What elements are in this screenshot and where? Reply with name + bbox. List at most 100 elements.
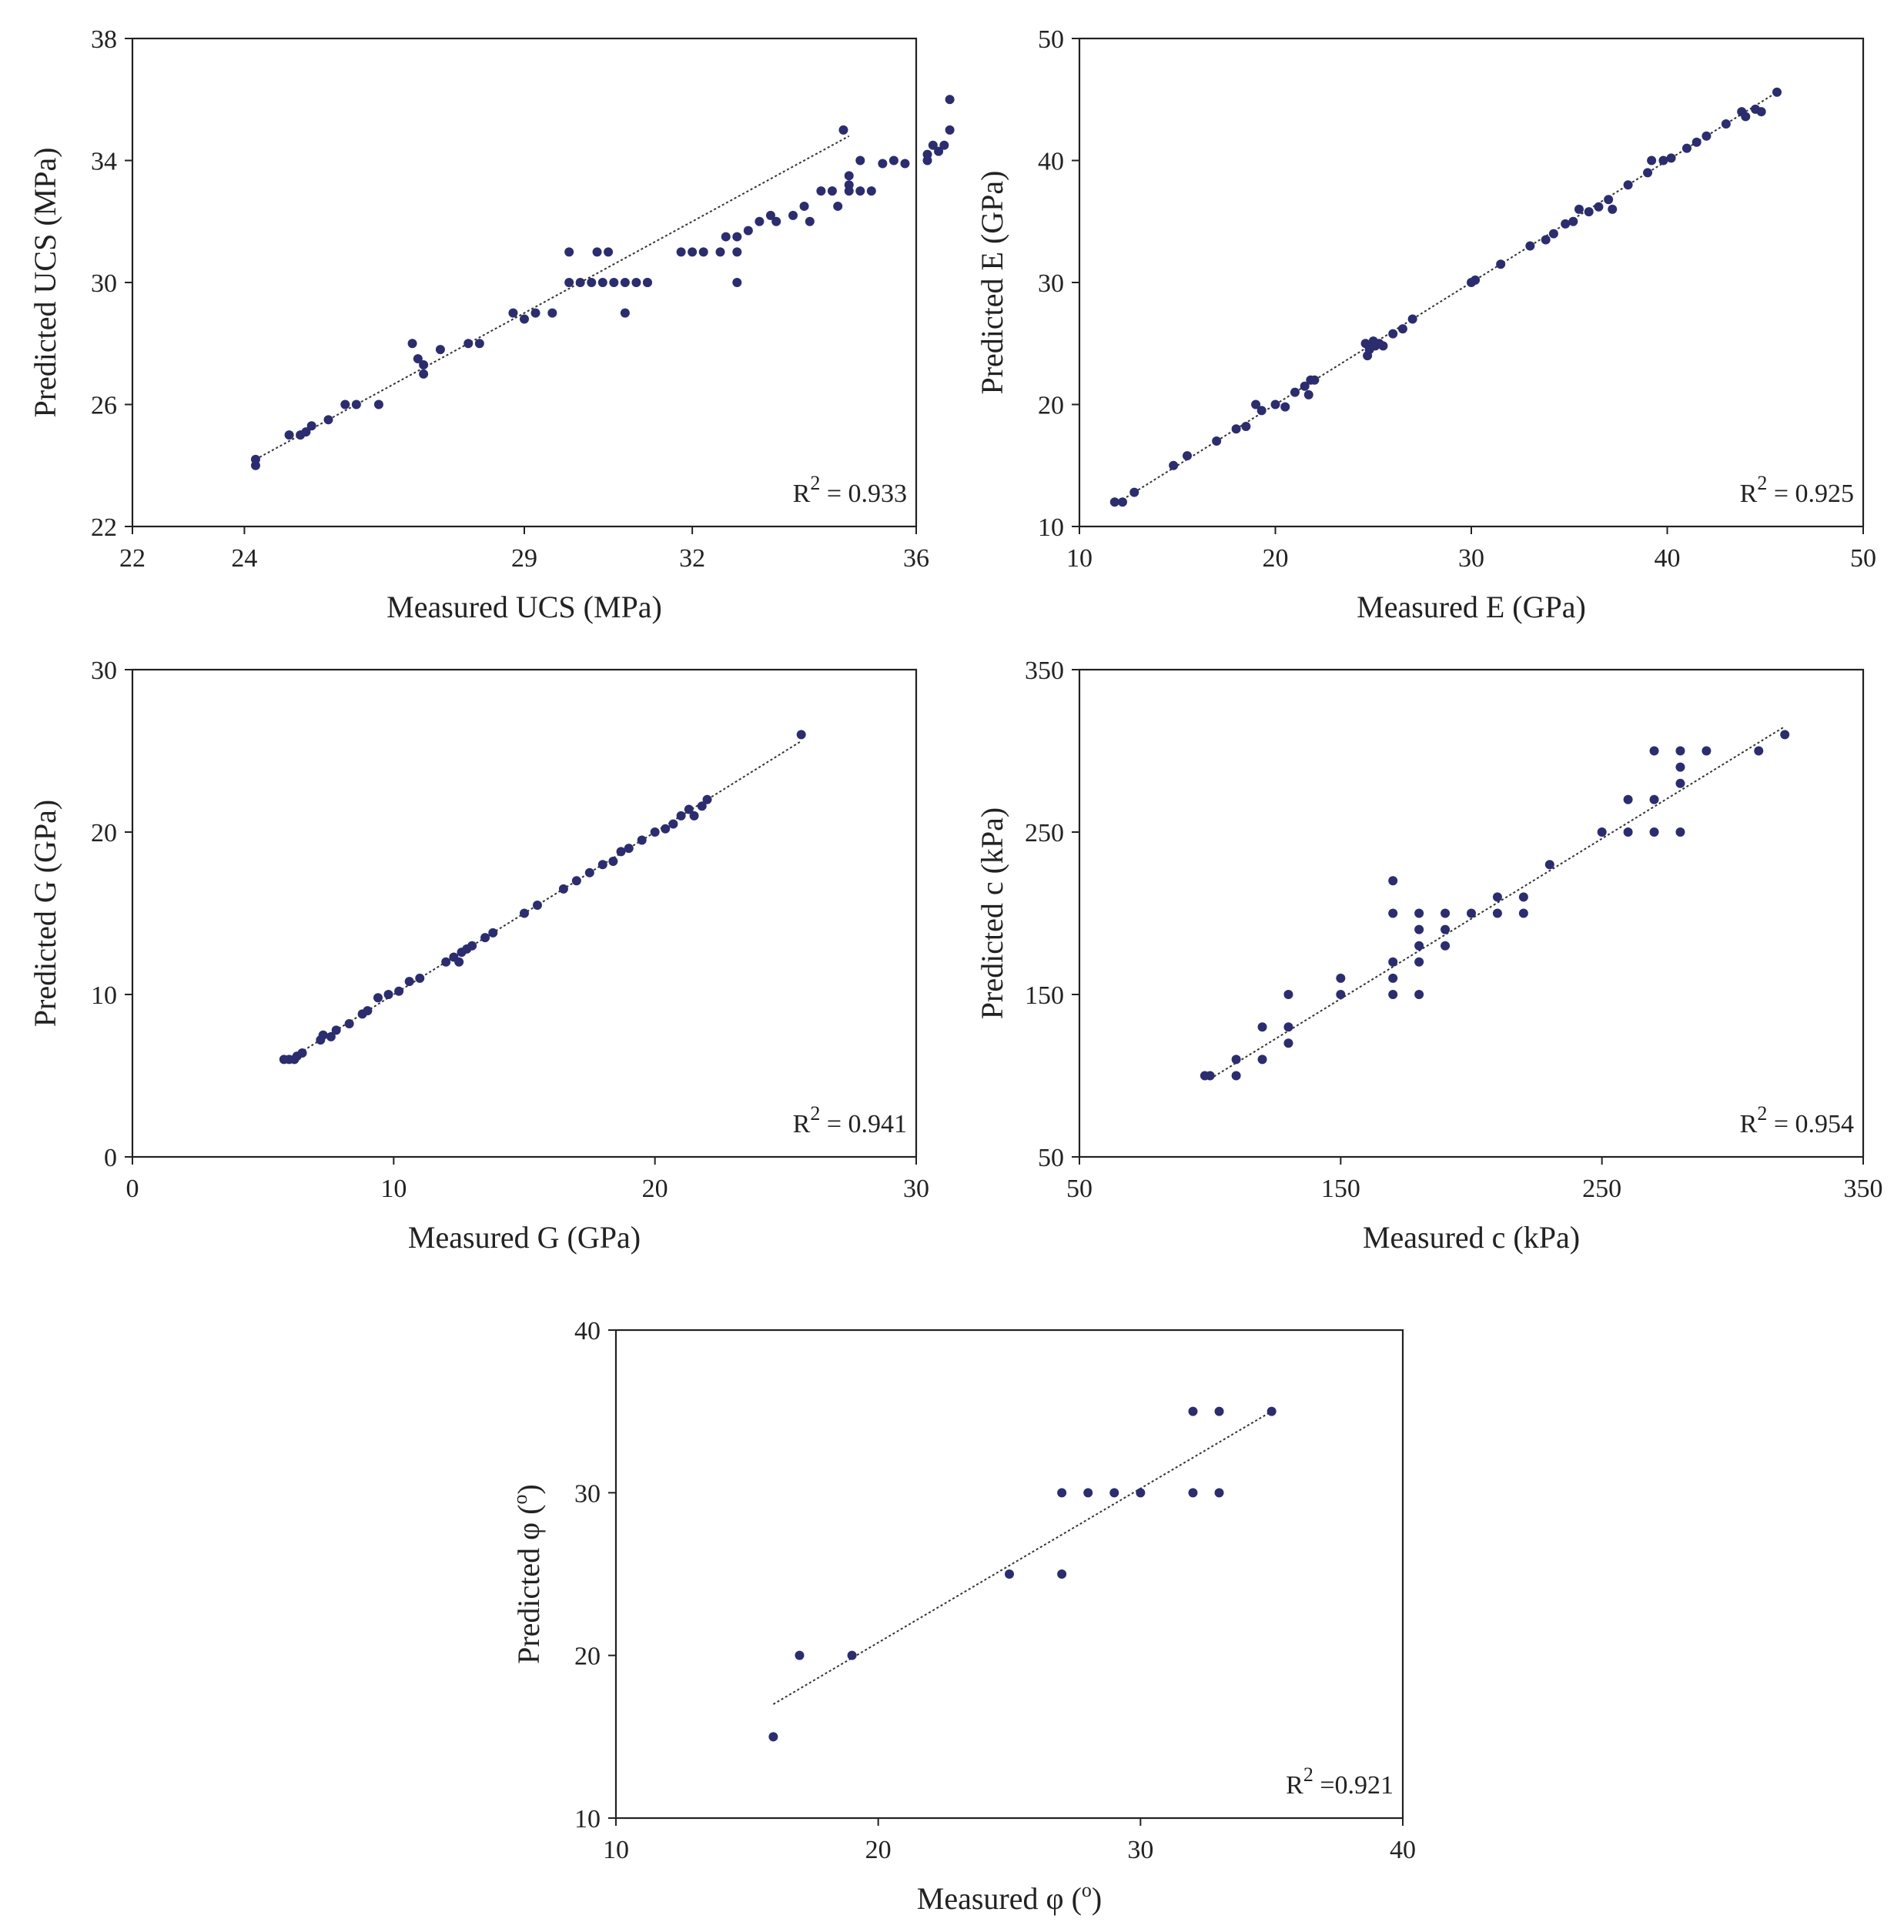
- ucs-data-point: [631, 278, 641, 287]
- g-data-point: [616, 847, 626, 857]
- ucs-data-point: [816, 186, 826, 196]
- ucs-x-tick-label: 36: [903, 544, 929, 573]
- e-x-axis-label: Measured E (GPa): [1357, 590, 1586, 624]
- phi-scatter-panel: 10 20 30 40 10 20 30 40 Measured φ (o) Predicted …: [509, 1317, 1416, 1916]
- e-data-point: [1109, 497, 1119, 507]
- ucs-y-axis-label: Predicted UCS (MPa): [28, 147, 62, 417]
- ucs-data-point: [732, 278, 742, 287]
- ucs-data-point: [284, 430, 294, 440]
- ucs-data-point: [855, 155, 865, 165]
- c-data-point: [1283, 1022, 1293, 1032]
- ucs-y-tick-label: 22: [91, 513, 117, 542]
- c-data-point: [1414, 990, 1424, 999]
- c-data-point: [1702, 746, 1712, 756]
- g-data-point: [394, 986, 404, 996]
- g-data-point: [383, 990, 393, 999]
- e-x-tick-label: 50: [1850, 544, 1876, 573]
- c-data-point: [1441, 908, 1451, 918]
- ucs-data-point: [765, 210, 775, 220]
- ucs-plot-frame: [131, 37, 918, 528]
- e-data-point: [1290, 387, 1300, 397]
- ucs-data-point: [340, 399, 350, 409]
- c-data-point: [1467, 908, 1476, 918]
- e-y-tick-label: 20: [1038, 392, 1064, 420]
- ucs-data-point: [928, 140, 938, 150]
- c-data-point: [1205, 1071, 1215, 1081]
- e-y-tick-label: 10: [1038, 513, 1064, 542]
- e-data-point: [1525, 241, 1535, 251]
- c-x-tick-label: 350: [1844, 1175, 1883, 1203]
- c-data-point: [1231, 1055, 1241, 1065]
- ucs-x-tick-label: 32: [679, 544, 705, 573]
- ucs-data-point: [945, 95, 955, 105]
- g-x-axis-label: Measured G (GPa): [408, 1220, 641, 1255]
- g-x-tick-label: 20: [642, 1175, 668, 1203]
- c-data-point: [1518, 908, 1528, 918]
- g-data-point: [454, 957, 464, 967]
- e-x-tick-label: 20: [1263, 544, 1289, 573]
- g-y-axis-label: Predicted G (GPa): [28, 800, 62, 1027]
- ucs-data-point: [755, 216, 765, 226]
- c-x-tick-label: 150: [1321, 1175, 1360, 1203]
- g-data-point: [318, 1030, 328, 1040]
- c-data-point: [1675, 746, 1685, 756]
- phi-data-point: [1188, 1406, 1198, 1416]
- e-data-point: [1310, 375, 1320, 385]
- g-data-point: [637, 835, 647, 845]
- c-data-point: [1649, 746, 1659, 756]
- ucs-data-point: [413, 354, 423, 364]
- e-data-point: [1772, 87, 1782, 97]
- e-data-point: [1623, 180, 1633, 190]
- c-data-point: [1492, 908, 1502, 918]
- c-y-tick-label: 150: [1025, 981, 1064, 1010]
- e-data-point: [1280, 402, 1290, 412]
- phi-y-tick-label: 30: [574, 1479, 601, 1508]
- phi-data-point: [1005, 1569, 1014, 1579]
- g-x-tick-label: 10: [380, 1175, 407, 1203]
- c-data-point: [1257, 1055, 1267, 1065]
- ucs-data-point: [407, 339, 417, 349]
- ucs-x-tick-label: 29: [511, 544, 537, 573]
- ucs-data-point: [844, 171, 854, 181]
- e-data-point: [1241, 422, 1251, 432]
- e-data-point: [1231, 424, 1241, 434]
- ucs-data-point: [934, 146, 944, 156]
- phi-y-tick-label: 40: [574, 1317, 601, 1345]
- c-x-axis-label: Measured c (kPa): [1363, 1220, 1580, 1255]
- ucs-data-point: [250, 454, 260, 464]
- ucs-data-point: [306, 421, 316, 431]
- c-data-point: [1675, 778, 1685, 788]
- e-data-point: [1574, 204, 1584, 214]
- ucs-data-point: [939, 140, 949, 150]
- g-data-point: [796, 730, 806, 740]
- g-x-tick-label: 0: [126, 1175, 139, 1203]
- ucs-data-point: [799, 201, 809, 211]
- e-data-point: [1643, 168, 1653, 178]
- c-data-point: [1780, 730, 1790, 740]
- phi-y-tick-label: 10: [574, 1805, 601, 1833]
- ucs-data-point: [463, 339, 473, 349]
- ucs-y-tick-label: 38: [91, 25, 117, 54]
- ucs-data-point: [351, 399, 361, 409]
- ucs-y-tick-label: 34: [91, 148, 117, 176]
- g-data-point: [480, 933, 490, 943]
- ucs-data-point: [771, 216, 781, 226]
- e-data-point: [1721, 119, 1731, 129]
- e-data-point: [1169, 460, 1179, 470]
- ucs-trend-line: [255, 135, 850, 460]
- g-data-point: [702, 794, 712, 804]
- ucs-data-point: [604, 247, 614, 257]
- phi-x-tick-label: 30: [1127, 1836, 1153, 1864]
- e-data-point: [1548, 229, 1558, 239]
- g-data-point: [684, 804, 694, 814]
- e-data-point: [1568, 216, 1578, 226]
- e-data-point: [1541, 235, 1551, 245]
- ucs-scatter-panel: 22 24 29 32 36 22 26 30 34 38 Measured UCS (MPa) Pr…: [28, 25, 955, 624]
- g-data-point: [415, 973, 425, 983]
- e-data-point: [1647, 155, 1657, 165]
- ucs-data-point: [833, 201, 843, 211]
- phi-data-point: [1214, 1488, 1224, 1498]
- e-x-tick-label: 10: [1066, 544, 1093, 573]
- c-data-point: [1257, 1022, 1267, 1032]
- ucs-data-point: [732, 232, 742, 242]
